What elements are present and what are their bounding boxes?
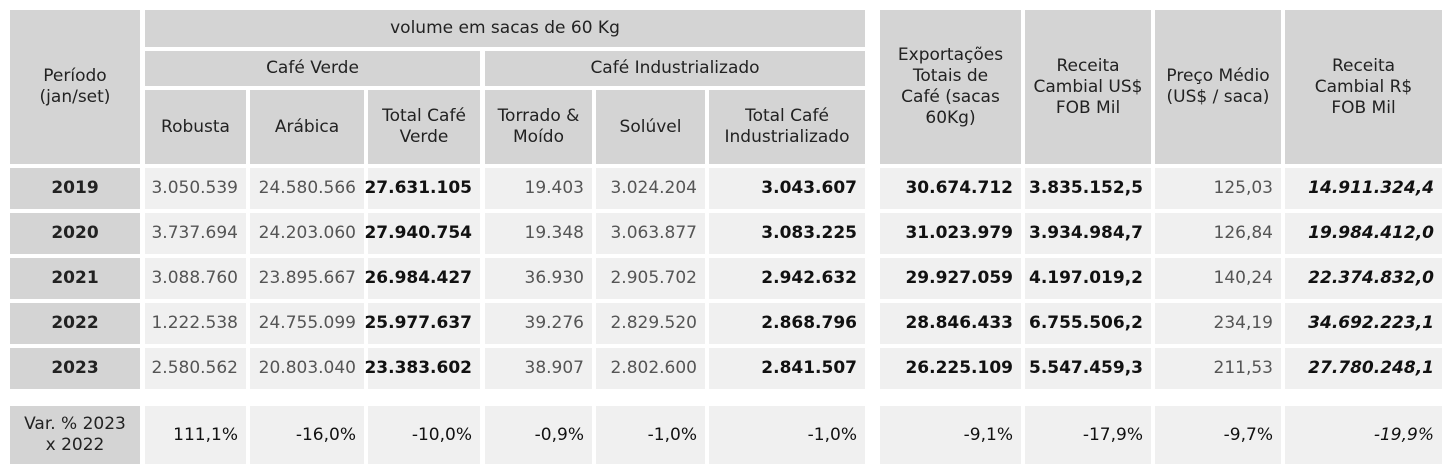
- row-torrado: 19.348: [485, 213, 592, 254]
- variation-soluvel: -1,0%: [596, 406, 705, 464]
- header-total-cafe-verde: Total Café Verde: [368, 90, 480, 164]
- row-soluvel: 2.829.520: [596, 303, 705, 344]
- row-exportacoes: 31.023.979: [880, 213, 1021, 254]
- row-torrado: 38.907: [485, 348, 592, 389]
- row-receita-brl: 19.984.412,0: [1285, 213, 1442, 254]
- variation-total-ind: -1,0%: [709, 406, 865, 464]
- row-periodo: 2023: [10, 348, 140, 389]
- row-soluvel: 3.024.204: [596, 168, 705, 209]
- row-total-ind: 3.083.225: [709, 213, 865, 254]
- row-receita-brl: 14.911.324,4: [1285, 168, 1442, 209]
- variation-arabica: -16,0%: [250, 406, 364, 464]
- row-exportacoes: 29.927.059: [880, 258, 1021, 299]
- row-periodo: 2020: [10, 213, 140, 254]
- row-soluvel: 2.905.702: [596, 258, 705, 299]
- row-periodo: 2019: [10, 168, 140, 209]
- row-torrado: 39.276: [485, 303, 592, 344]
- variation-exportacoes: -9,1%: [880, 406, 1021, 464]
- header-receita-usd: Receita Cambial US$ FOB Mil: [1025, 10, 1151, 164]
- variation-receita-usd: -17,9%: [1025, 406, 1151, 464]
- header-exportacoes: Exportações Totais de Café (sacas 60Kg): [880, 10, 1021, 164]
- row-robusta: 1.222.538: [145, 303, 246, 344]
- row-total-verde: 25.977.637: [364, 303, 480, 344]
- row-robusta: 3.088.760: [145, 258, 246, 299]
- row-arabica: 24.580.566: [250, 168, 364, 209]
- variation-torrado: -0,9%: [485, 406, 592, 464]
- header-soluvel: Solúvel: [596, 90, 705, 164]
- row-arabica: 20.803.040: [250, 348, 364, 389]
- header-receita-brl: Receita Cambial R$ FOB Mil: [1285, 10, 1442, 164]
- row-periodo: 2022: [10, 303, 140, 344]
- header-total-cafe-industrializado: Total Café Industrializado: [709, 90, 865, 164]
- header-volume: volume em sacas de 60 Kg: [145, 10, 865, 47]
- header-arabica: Arábica: [250, 90, 364, 164]
- row-periodo: 2021: [10, 258, 140, 299]
- row-preco: 234,19: [1155, 303, 1281, 344]
- header-cafe-industrializado: Café Industrializado: [485, 51, 865, 86]
- row-arabica: 24.203.060: [250, 213, 364, 254]
- row-total-verde: 27.631.105: [364, 168, 480, 209]
- row-arabica: 24.755.099: [250, 303, 364, 344]
- row-robusta: 3.050.539: [145, 168, 246, 209]
- row-total-verde: 26.984.427: [364, 258, 480, 299]
- header-cafe-verde: Café Verde: [145, 51, 480, 86]
- header-robusta: Robusta: [145, 90, 246, 164]
- row-exportacoes: 26.225.109: [880, 348, 1021, 389]
- header-torrado-moido: Torrado & Moído: [485, 90, 592, 164]
- row-robusta: 2.580.562: [145, 348, 246, 389]
- row-preco: 126,84: [1155, 213, 1281, 254]
- row-receita-usd: 6.755.506,2: [1025, 303, 1151, 344]
- row-exportacoes: 30.674.712: [880, 168, 1021, 209]
- variation-preco: -9,7%: [1155, 406, 1281, 464]
- row-preco: 211,53: [1155, 348, 1281, 389]
- row-total-ind: 2.942.632: [709, 258, 865, 299]
- row-receita-usd: 3.835.152,5: [1025, 168, 1151, 209]
- variation-receita-brl: -19,9%: [1285, 406, 1442, 464]
- row-receita-usd: 5.547.459,3: [1025, 348, 1151, 389]
- row-soluvel: 3.063.877: [596, 213, 705, 254]
- variation-total-verde: -10,0%: [368, 406, 480, 464]
- variation-label: Var. % 2023 x 2022: [10, 406, 140, 464]
- row-total-verde: 23.383.602: [364, 348, 480, 389]
- variation-robusta: 111,1%: [145, 406, 246, 464]
- row-receita-brl: 34.692.223,1: [1285, 303, 1442, 344]
- row-arabica: 23.895.667: [250, 258, 364, 299]
- row-total-ind: 2.841.507: [709, 348, 865, 389]
- row-receita-brl: 27.780.248,1: [1285, 348, 1442, 389]
- row-preco: 125,03: [1155, 168, 1281, 209]
- row-torrado: 36.930: [485, 258, 592, 299]
- row-receita-brl: 22.374.832,0: [1285, 258, 1442, 299]
- row-torrado: 19.403: [485, 168, 592, 209]
- header-preco-medio: Preço Médio (US$ / saca): [1155, 10, 1281, 164]
- row-total-ind: 2.868.796: [709, 303, 865, 344]
- row-receita-usd: 4.197.019,2: [1025, 258, 1151, 299]
- row-preco: 140,24: [1155, 258, 1281, 299]
- row-robusta: 3.737.694: [145, 213, 246, 254]
- header-periodo: Período (jan/set): [10, 10, 140, 164]
- row-total-ind: 3.043.607: [709, 168, 865, 209]
- row-total-verde: 27.940.754: [364, 213, 480, 254]
- row-soluvel: 2.802.600: [596, 348, 705, 389]
- row-exportacoes: 28.846.433: [880, 303, 1021, 344]
- row-receita-usd: 3.934.984,7: [1025, 213, 1151, 254]
